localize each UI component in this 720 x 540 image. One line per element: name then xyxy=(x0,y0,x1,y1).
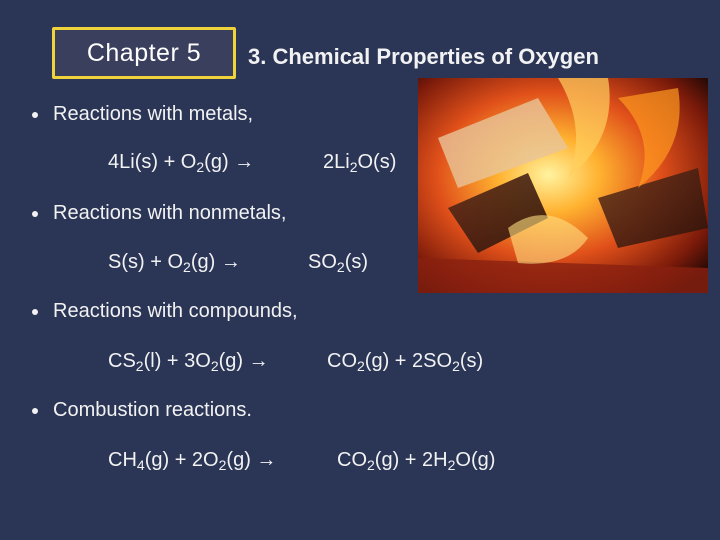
formula-text: CO xyxy=(327,350,357,372)
subscript: 2 xyxy=(218,457,227,473)
subscript: 2 xyxy=(210,358,219,374)
bullet-dot xyxy=(32,211,38,217)
bullet-dot xyxy=(32,309,38,315)
formula-text: O(g) xyxy=(455,449,496,471)
formula-text: (g) + 2O xyxy=(144,449,219,471)
bullet-dot xyxy=(32,112,38,118)
formula-text: CH xyxy=(108,449,137,471)
equation-rhs: SO2(s) xyxy=(308,251,368,274)
equation-lhs: CH4(g) + 2O2(g) → xyxy=(108,449,276,472)
subscript: 2 xyxy=(452,358,460,374)
formula-text: CO xyxy=(337,449,367,471)
subscript: 2 xyxy=(196,159,205,175)
equation-lhs: CS2(l) + 3O2(g) → xyxy=(108,350,269,373)
subscript: 2 xyxy=(183,259,191,275)
bullet-dot xyxy=(32,408,38,414)
subscript: 2 xyxy=(135,358,144,374)
subscript: 2 xyxy=(349,159,358,175)
equation-lhs: 4Li(s) + O2(g) → xyxy=(108,151,254,174)
formula-text: (g) + 2SO xyxy=(364,350,453,372)
formula-text: (g) + 2H xyxy=(374,449,448,471)
formula-text: (g) → xyxy=(218,350,269,372)
chapter-badge: Chapter 5 xyxy=(52,27,236,79)
equation-lhs: S(s) + O2(g) → xyxy=(108,251,241,274)
formula-text: (s) xyxy=(344,251,369,273)
formula-text: (g) → xyxy=(204,151,255,173)
equation-rhs: CO2(g) + 2SO2(s) xyxy=(327,350,483,373)
formula-text: 4Li(s) + O xyxy=(108,151,197,173)
bullet-text: Combustion reactions. xyxy=(53,399,252,421)
formula-text: (s) xyxy=(459,350,484,372)
formula-text: (l) + 3O xyxy=(143,350,211,372)
formula-text: (g) → xyxy=(226,449,277,471)
bullet-text: Reactions with metals, xyxy=(53,103,254,125)
formula-text: CS xyxy=(108,350,136,372)
subscript: 2 xyxy=(336,259,345,275)
equation-rhs: CO2(g) + 2H2O(g) xyxy=(337,449,495,472)
formula-text: S(s) + O xyxy=(108,251,184,273)
subscript: 2 xyxy=(447,457,456,473)
subscript: 2 xyxy=(357,358,365,374)
bullet-text: Reactions with nonmetals, xyxy=(53,202,287,224)
subscript: 2 xyxy=(367,457,375,473)
slide-title: 3. Chemical Properties of Oxygen xyxy=(248,44,599,69)
bullet-text: Reactions with compounds, xyxy=(53,300,298,322)
formula-text: (g) → xyxy=(190,251,241,273)
fire-image xyxy=(418,78,708,293)
formula-text: O(s) xyxy=(357,151,397,173)
equation-rhs: 2Li2O(s) xyxy=(323,151,396,174)
formula-text: SO xyxy=(308,251,337,273)
formula-text: 2Li xyxy=(323,151,350,173)
subscript: 4 xyxy=(136,457,145,473)
